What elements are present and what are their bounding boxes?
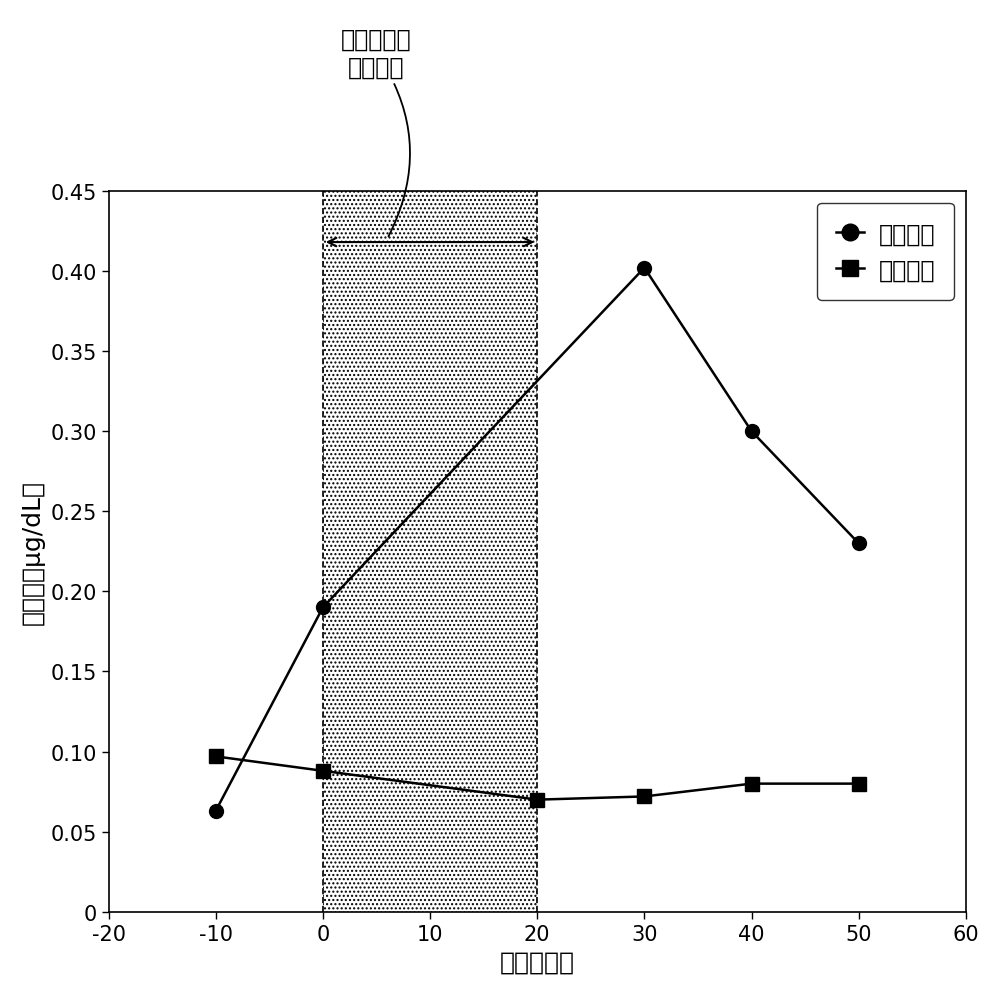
- 放松任务: [531, 794, 543, 806]
- 放松任务: [638, 790, 650, 802]
- 放松任务: [853, 778, 865, 790]
- 放松任务: [746, 778, 758, 790]
- 压力任务: [317, 601, 329, 613]
- Text: 压力任务或
放松任务: 压力任务或 放松任务: [341, 28, 412, 238]
- 放松任务: [210, 750, 222, 762]
- 压力任务: [853, 538, 865, 550]
- Legend: 压力任务, 放松任务: 压力任务, 放松任务: [817, 204, 954, 301]
- 压力任务: [746, 425, 758, 437]
- Line: 压力任务: 压力任务: [209, 261, 866, 818]
- Y-axis label: 皮质醇（μg/dL）: 皮质醇（μg/dL）: [21, 479, 45, 624]
- 压力任务: [210, 805, 222, 817]
- 放松任务: [317, 765, 329, 777]
- 压力任务: [638, 262, 650, 274]
- Line: 放松任务: 放松任务: [209, 749, 866, 807]
- X-axis label: 时间（分）: 时间（分）: [500, 949, 575, 973]
